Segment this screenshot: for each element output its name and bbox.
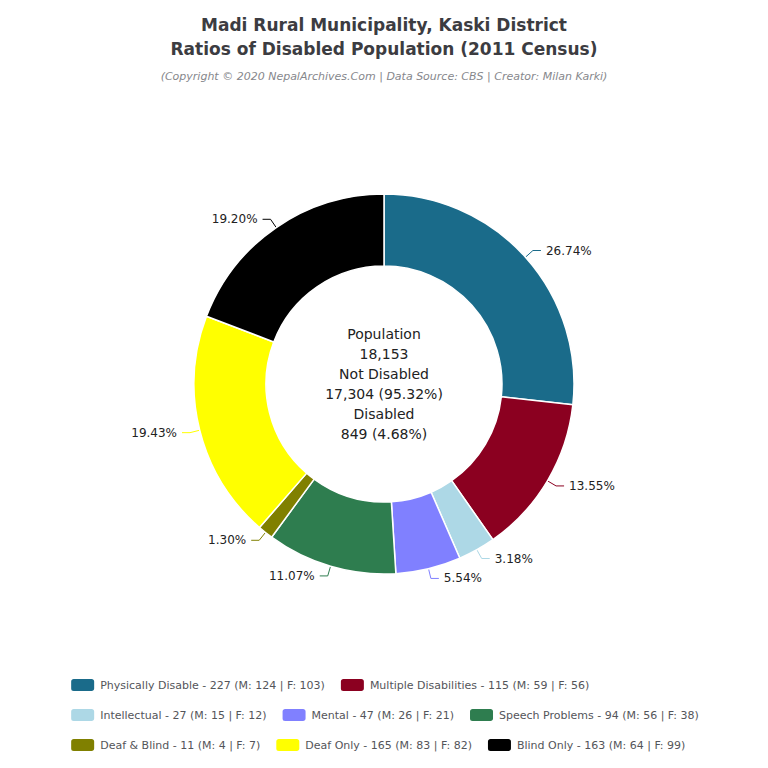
svg-text:3.18%: 3.18% [495,552,533,566]
svg-text:Intellectual - 27 (M: 15 | F:: Intellectual - 27 (M: 15 | F: 12) [100,709,266,722]
svg-text:Ratios of Disabled Population: Ratios of Disabled Population (2011 Cens… [171,39,598,59]
svg-text:Multiple Disabilities - 115 (M: Multiple Disabilities - 115 (M: 59 | F: … [370,679,589,692]
svg-text:17,304 (95.32%): 17,304 (95.32%) [325,386,443,402]
svg-text:1.30%: 1.30% [208,533,246,547]
svg-text:Deaf Only - 165 (M: 83 | F: 82: Deaf Only - 165 (M: 83 | F: 82) [305,739,472,752]
svg-text:849 (4.68%): 849 (4.68%) [341,426,428,442]
svg-text:Deaf & Blind - 11 (M: 4 | F: 7: Deaf & Blind - 11 (M: 4 | F: 7) [100,739,260,752]
svg-text:18,153: 18,153 [360,346,409,362]
svg-text:Speech Problems - 94 (M: 56 |: Speech Problems - 94 (M: 56 | F: 38) [499,709,699,722]
svg-text:(Copyright © 2020 NepalArchive: (Copyright © 2020 NepalArchives.Com | Da… [161,70,608,83]
svg-text:Madi Rural Municipality, Kaski: Madi Rural Municipality, Kaski District [201,15,567,35]
svg-text:Physically Disable - 227 (M: 1: Physically Disable - 227 (M: 124 | F: 10… [100,679,325,692]
svg-text:Blind Only - 163 (M: 64 | F: 9: Blind Only - 163 (M: 64 | F: 99) [517,739,685,752]
svg-text:26.74%: 26.74% [546,244,592,258]
svg-text:11.07%: 11.07% [269,569,315,583]
svg-text:Mental - 47 (M: 26 | F: 21): Mental - 47 (M: 26 | F: 21) [312,709,454,722]
svg-text:19.20%: 19.20% [212,212,258,226]
svg-text:5.54%: 5.54% [444,571,482,585]
svg-text:13.55%: 13.55% [569,479,615,493]
svg-text:19.43%: 19.43% [131,426,177,440]
svg-text:Population: Population [347,326,421,342]
svg-text:Disabled: Disabled [354,406,415,422]
svg-text:Not Disabled: Not Disabled [339,366,429,382]
